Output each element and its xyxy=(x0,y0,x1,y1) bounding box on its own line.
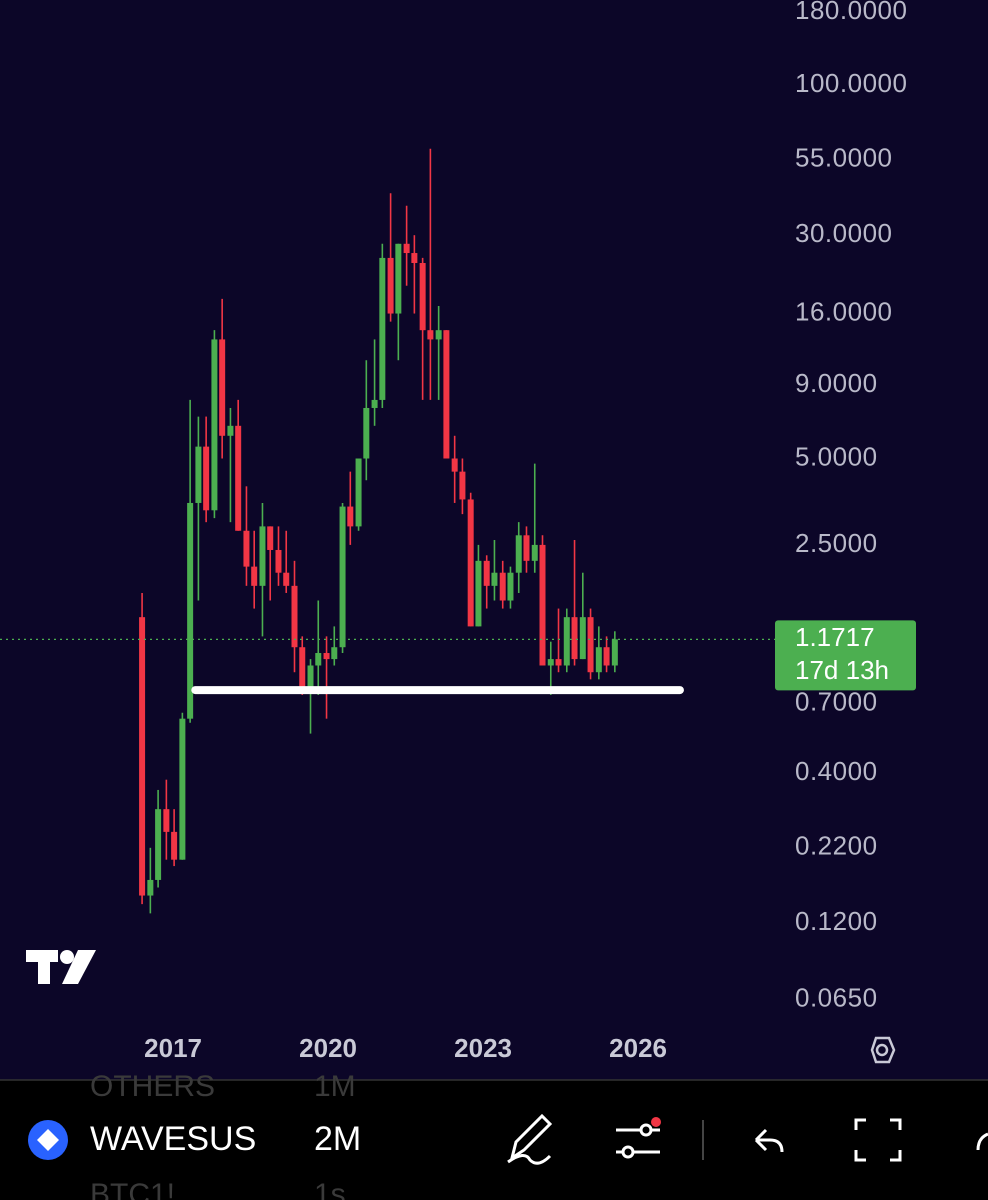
candle-body xyxy=(211,339,218,511)
candle-body xyxy=(235,425,242,531)
candle-body xyxy=(363,407,370,459)
candle-body xyxy=(587,617,594,673)
y-tick-label: 5.0000 xyxy=(795,441,878,471)
countdown-label: 17d 13h xyxy=(795,655,889,685)
x-tick-label: 2020 xyxy=(299,1033,357,1063)
candle-body xyxy=(475,560,482,627)
candle-body xyxy=(163,809,170,832)
candle-body xyxy=(507,572,514,601)
y-tick-label: 100.0000 xyxy=(795,68,907,98)
candle-body xyxy=(339,506,346,648)
candle-body xyxy=(387,257,394,314)
candle-body xyxy=(539,544,546,666)
x-tick-label: 2026 xyxy=(609,1033,667,1063)
chart-background xyxy=(0,0,988,1080)
candle-body xyxy=(515,535,522,573)
candle-body xyxy=(267,526,274,550)
plot: 180.0000 100.0000 55.0000 30.0000 16.0000 9.0… xyxy=(0,0,916,1063)
tv-logo xyxy=(26,950,96,984)
candle-body xyxy=(531,544,538,561)
toolbar xyxy=(0,1080,988,1200)
y-tick-label: 0.4000 xyxy=(795,756,878,786)
candle-body xyxy=(315,653,322,666)
more-icon[interactable] xyxy=(976,1132,988,1151)
candle-body xyxy=(371,399,378,408)
prev-interval[interactable]: 1M xyxy=(314,1070,356,1103)
candle-body xyxy=(443,330,450,459)
symbol-icon xyxy=(28,1120,68,1160)
candle-body xyxy=(451,458,458,472)
symbol[interactable]: WAVESUS xyxy=(90,1120,256,1158)
candle-body xyxy=(419,263,426,331)
candle-body xyxy=(347,506,354,527)
candle-body xyxy=(483,560,490,586)
candle-body xyxy=(155,809,162,880)
candle-body xyxy=(203,446,210,511)
candle-body xyxy=(275,549,282,573)
candle-body xyxy=(283,572,290,586)
candle-body xyxy=(611,639,618,666)
y-tick-label: 180.0000 xyxy=(795,0,907,25)
y-tick-label: 30.0000 xyxy=(795,218,892,248)
candle-body xyxy=(227,425,234,436)
candle-body xyxy=(219,339,226,436)
candle-body xyxy=(171,831,178,860)
candle-body xyxy=(259,526,266,586)
x-tick-label: 2017 xyxy=(144,1033,202,1063)
settings-icon[interactable] xyxy=(870,1036,896,1064)
candle-body xyxy=(147,879,154,896)
y-tick-label: 9.0000 xyxy=(795,368,878,398)
candle-body xyxy=(603,647,610,666)
candle-body xyxy=(459,471,466,500)
draw-icon[interactable] xyxy=(507,1113,553,1165)
last-price-label: 1.1717 xyxy=(795,622,875,652)
y-tick-label: 0.7000 xyxy=(795,686,878,716)
next-symbol[interactable]: BTC1! xyxy=(90,1178,175,1200)
candle-body xyxy=(411,253,418,264)
undo-icon[interactable] xyxy=(754,1128,784,1153)
candle-body xyxy=(555,659,562,666)
candle-body xyxy=(579,617,586,660)
y-tick-label: 16.0000 xyxy=(795,296,892,326)
candle-body xyxy=(595,647,602,673)
candle-body xyxy=(179,718,186,860)
candle-body xyxy=(291,585,298,648)
candle-body xyxy=(187,502,194,719)
candle-body xyxy=(523,535,530,561)
y-tick-label: 0.0650 xyxy=(795,983,878,1013)
candle-body xyxy=(355,458,362,527)
candle-body xyxy=(395,243,402,314)
candle-body xyxy=(307,665,314,687)
candle-body xyxy=(467,499,474,627)
indicators-icon[interactable] xyxy=(616,1117,661,1159)
candle-body xyxy=(139,617,146,896)
x-tick-label: 2023 xyxy=(454,1033,512,1063)
candle-body xyxy=(251,566,258,586)
candle-body xyxy=(571,617,578,660)
candle-body xyxy=(427,330,434,340)
candle-body xyxy=(547,659,554,666)
candle-body xyxy=(331,647,338,660)
candle-body xyxy=(299,647,306,687)
last-price-tag xyxy=(775,620,916,691)
candle-body xyxy=(563,617,570,666)
y-tick-label: 2.5000 xyxy=(795,528,878,558)
candle-body xyxy=(491,572,498,586)
y-tick-label: 55.0000 xyxy=(795,143,892,173)
candle-body xyxy=(243,530,250,567)
candle-body xyxy=(379,257,386,400)
interval[interactable]: 2M xyxy=(314,1120,361,1158)
y-tick-label: 0.2200 xyxy=(795,831,878,861)
next-interval[interactable]: 1s xyxy=(314,1178,346,1200)
y-tick-label: 0.1200 xyxy=(795,906,878,936)
candle-body xyxy=(435,330,442,340)
prev-symbol[interactable]: OTHERS xyxy=(90,1070,215,1103)
fullscreen-icon[interactable] xyxy=(854,1118,902,1162)
candle-body xyxy=(403,243,410,254)
candle-body xyxy=(195,446,202,503)
candle-body xyxy=(499,572,506,601)
candle-body xyxy=(323,653,330,660)
